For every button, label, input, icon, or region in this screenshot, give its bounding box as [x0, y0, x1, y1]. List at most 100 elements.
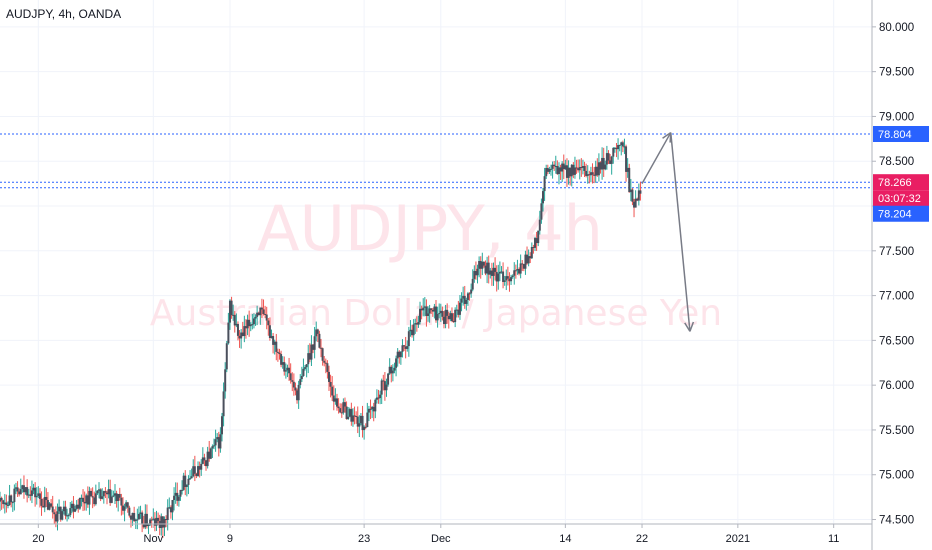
candle-body — [86, 495, 89, 505]
candle-body — [594, 166, 597, 176]
candle-body — [272, 336, 275, 345]
candle-body — [388, 366, 391, 374]
candle-body — [286, 367, 289, 371]
y-tick-label: 75.500 — [879, 425, 914, 437]
candle-body — [518, 269, 521, 274]
candle-body — [391, 370, 394, 374]
candle-body — [40, 498, 43, 506]
candle-body — [163, 519, 166, 528]
candle-body — [288, 367, 291, 374]
candle-body — [320, 347, 323, 349]
candle-body — [176, 492, 179, 501]
candle-body — [529, 256, 532, 259]
candle-body — [551, 164, 554, 169]
price-tag-current — [873, 174, 929, 191]
candle-body — [567, 167, 570, 178]
candle-body — [399, 351, 402, 358]
candle-body — [583, 166, 586, 171]
candle-body — [412, 324, 415, 336]
candle-body — [99, 489, 102, 499]
candle-body — [545, 168, 548, 177]
candle-body — [562, 163, 565, 170]
candle-body — [329, 381, 332, 387]
candle-body — [380, 380, 383, 395]
candle-body — [339, 408, 342, 413]
candle-body — [13, 488, 16, 503]
candle-body — [139, 512, 142, 514]
candle-body — [500, 271, 503, 273]
candle-body — [19, 489, 22, 495]
candle-body — [425, 306, 428, 317]
candle-body — [121, 505, 124, 511]
candle-body — [90, 490, 93, 497]
candle-body — [59, 506, 62, 520]
candle-body — [113, 493, 116, 496]
candle-body — [43, 496, 46, 508]
projection-arrows[interactable] — [641, 131, 695, 332]
candle-body — [374, 399, 377, 412]
candle-body — [110, 496, 113, 503]
candle-body — [497, 273, 500, 282]
candle-body — [230, 300, 233, 316]
candle-body — [257, 312, 260, 316]
candle-body — [327, 371, 330, 382]
candle-body — [54, 514, 57, 522]
price-axis-tags: 78.804 78.266 03:07:32 78.204 — [873, 126, 929, 222]
candle-body — [307, 353, 310, 365]
candle-body — [166, 507, 169, 520]
candle-body — [476, 268, 479, 276]
candle-body — [316, 329, 319, 334]
candle-body — [387, 373, 390, 385]
candle-body — [62, 506, 65, 512]
candle-body — [2, 500, 5, 505]
candle-body — [256, 312, 259, 317]
candle-body — [150, 519, 153, 521]
candle-body — [153, 518, 156, 526]
candle-body — [359, 415, 362, 424]
candle-body — [621, 142, 624, 147]
arrow-head — [684, 322, 691, 332]
candle-body — [513, 270, 516, 276]
candle-body — [249, 324, 252, 327]
candle-body — [404, 346, 407, 349]
candle-body — [78, 497, 81, 509]
price-axis-ticks: 80.00079.50079.00078.50078.00077.50077.0… — [872, 22, 914, 527]
candle-body — [428, 308, 431, 314]
y-tick-label: 76.500 — [879, 335, 914, 347]
candle-body — [104, 491, 107, 493]
candle-body — [304, 367, 307, 369]
candle-body — [56, 511, 59, 522]
candle-body — [506, 276, 509, 279]
price-axis[interactable]: 80.00079.50079.00078.50078.00077.50077.0… — [871, 0, 929, 550]
candle-body — [414, 323, 417, 325]
candle-body — [474, 271, 477, 276]
candle-body — [145, 513, 148, 527]
candle-body — [596, 166, 599, 176]
horizontal-levels[interactable] — [0, 133, 872, 189]
candle-body — [157, 517, 160, 521]
candle-body — [34, 487, 37, 498]
candle-body — [532, 247, 535, 249]
candle-body — [383, 381, 386, 391]
candle-body — [297, 384, 300, 401]
candle-body — [137, 513, 140, 520]
candle-body — [102, 491, 105, 497]
time-axis[interactable]: 20 Nov 9 23 Dec 14 22 2021 11 — [0, 523, 872, 545]
candle-body — [308, 353, 311, 360]
candle-body — [27, 494, 30, 496]
candle-body — [495, 271, 498, 282]
x-tick-label: 2021 — [726, 533, 750, 545]
candle-body — [438, 313, 441, 315]
candle-body — [599, 162, 602, 170]
candle-body — [240, 332, 243, 339]
candle-body — [556, 165, 559, 175]
candle-body — [184, 475, 187, 487]
candle-body — [228, 300, 231, 323]
candle-body — [233, 314, 236, 326]
candle-body — [117, 493, 120, 502]
candle-body — [463, 295, 466, 304]
candle-body — [260, 307, 263, 310]
candle-body — [118, 493, 121, 498]
time-axis-ticks: 20 Nov 9 23 Dec 14 22 2021 11 — [32, 524, 839, 545]
